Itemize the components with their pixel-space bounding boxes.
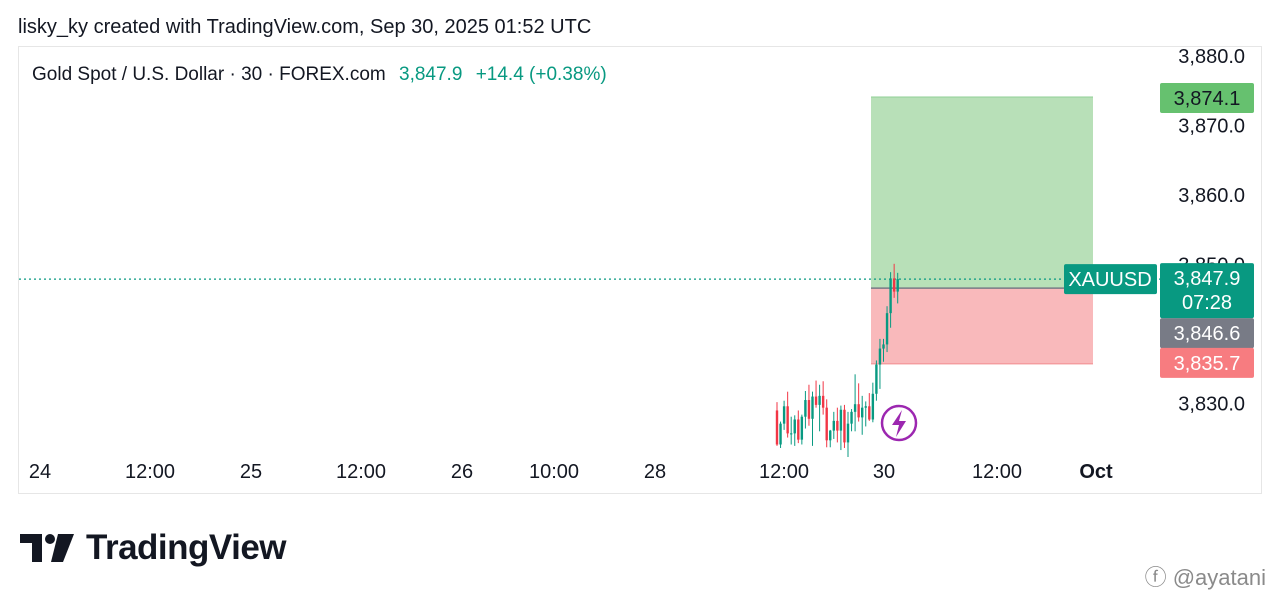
candle-body xyxy=(896,279,899,292)
candle-body xyxy=(892,278,896,292)
stop-price-label-bg xyxy=(1160,347,1254,378)
stop-price-label: 3,835.7 xyxy=(1174,353,1241,375)
watermark: ⓕ @ayatani xyxy=(1145,560,1266,592)
candle-body xyxy=(775,410,779,445)
symbol-description: Gold Spot / U.S. Dollar · 30 · FOREX.com xyxy=(32,64,386,85)
candle-body xyxy=(821,395,825,408)
last-price: 3,847.9 xyxy=(399,64,463,85)
candle-body xyxy=(797,419,800,440)
candle-body xyxy=(875,364,878,394)
candle-body xyxy=(814,396,818,405)
current-price-label-bg xyxy=(1160,263,1254,319)
current-price-label: 3,847.9 xyxy=(1174,268,1241,290)
candle-body xyxy=(853,404,857,412)
candle-body xyxy=(832,420,835,431)
candle-body xyxy=(871,393,875,420)
x-tick-label: 10:00 xyxy=(529,461,579,483)
candle-body xyxy=(846,423,850,443)
candle-body xyxy=(818,395,821,405)
tradingview-logo-icon xyxy=(20,534,74,562)
x-tick-label: 12:00 xyxy=(336,461,386,483)
watermark-text: @ayatani xyxy=(1172,565,1266,590)
x-tick-label: 12:00 xyxy=(125,461,175,483)
candle-body xyxy=(793,419,796,434)
chart-frame xyxy=(18,46,1262,494)
y-tick-label: 3,870.0 xyxy=(1178,116,1245,138)
candle-body xyxy=(782,406,786,424)
candle-body xyxy=(878,348,882,365)
candle-body xyxy=(786,406,789,434)
candle-body xyxy=(811,396,814,419)
candle-body xyxy=(829,430,832,441)
x-tick-label: 12:00 xyxy=(759,461,809,483)
target-price-label-bg xyxy=(1160,83,1254,114)
watermark-icon: ⓕ xyxy=(1144,565,1167,590)
candle-body xyxy=(839,409,843,431)
candle-body xyxy=(885,313,889,345)
tradingview-logo-text: TradingView xyxy=(86,528,287,567)
candle-body xyxy=(882,344,885,349)
x-tick-label: 24 xyxy=(29,461,51,483)
candle-body xyxy=(825,407,828,441)
x-tick-label: 30 xyxy=(873,461,895,483)
price-change: +14.4 (+0.38%) xyxy=(475,64,607,85)
entry-price-label-bg xyxy=(1160,318,1254,349)
symbol-tag-bg xyxy=(1064,264,1157,295)
loss-zone xyxy=(871,288,1093,364)
candle-body xyxy=(889,278,892,314)
lightning-icon xyxy=(892,410,906,437)
candle-body xyxy=(850,411,853,424)
candle-body xyxy=(861,407,864,418)
y-tick-label: 3,860.0 xyxy=(1178,185,1245,207)
target-price-label: 3,874.1 xyxy=(1174,88,1241,110)
candle-body xyxy=(868,406,871,420)
x-tick-label: 28 xyxy=(644,461,666,483)
y-tick-label: 3,830.0 xyxy=(1178,394,1245,416)
candle-body xyxy=(800,416,804,440)
candle-body xyxy=(864,406,867,408)
price-countdown: 07:28 xyxy=(1182,292,1232,314)
symbol-legend[interactable]: Gold Spot / U.S. Dollar · 30 · FOREX.com… xyxy=(32,64,607,86)
x-tick-label: 26 xyxy=(451,461,473,483)
candle-body xyxy=(807,400,811,419)
profit-zone xyxy=(871,97,1093,289)
candle-body xyxy=(836,420,839,431)
x-tick-label: Oct xyxy=(1079,461,1113,483)
x-tick-label: 25 xyxy=(240,461,262,483)
x-tick-label: 12:00 xyxy=(972,461,1022,483)
candle-body xyxy=(857,404,860,418)
y-tick-label: 3,880.0 xyxy=(1178,46,1245,68)
candle-body xyxy=(790,433,793,435)
symbol-tag: XAUUSD xyxy=(1068,269,1151,291)
chart-credit: lisky_ky created with TradingView.com, S… xyxy=(18,16,592,38)
entry-price-label: 3,846.6 xyxy=(1174,323,1241,345)
candle-body xyxy=(843,409,846,443)
candle-body xyxy=(804,400,807,417)
tradingview-logo[interactable]: TradingView xyxy=(20,528,287,568)
candle-body xyxy=(779,423,782,445)
